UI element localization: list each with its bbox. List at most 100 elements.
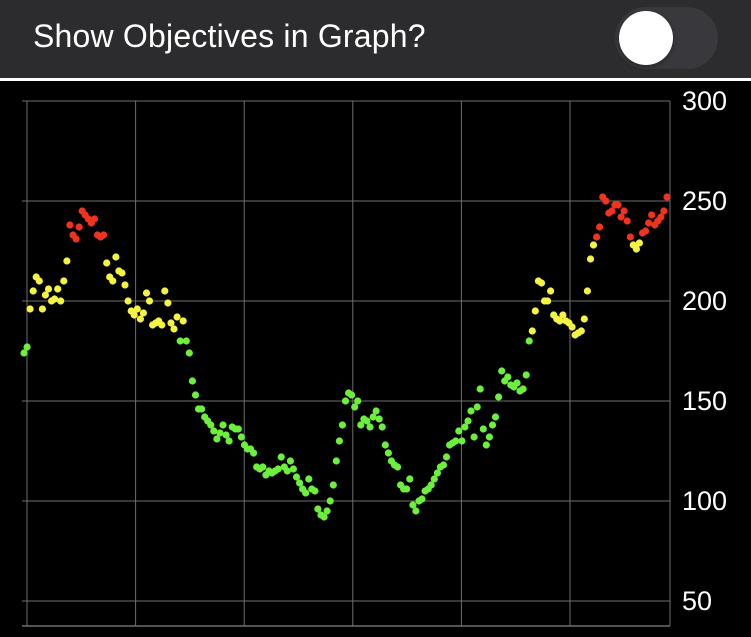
data-point-71 — [237, 433, 245, 441]
data-point-125 — [403, 485, 411, 493]
data-point-18 — [75, 223, 83, 231]
data-point-88 — [289, 465, 297, 473]
data-point-113 — [366, 423, 374, 431]
data-point-14 — [63, 257, 71, 265]
data-point-205 — [648, 211, 656, 219]
data-point-163 — [519, 385, 527, 393]
data-point-50 — [173, 313, 181, 321]
data-point-29 — [109, 277, 117, 285]
data-point-38 — [136, 315, 144, 323]
grid-lines — [22, 100, 671, 627]
data-point-142 — [455, 427, 463, 435]
data-point-194 — [614, 201, 622, 209]
data-point-155 — [495, 393, 503, 401]
data-point-137 — [439, 461, 448, 469]
data-point-153 — [488, 421, 497, 429]
data-point-156 — [498, 367, 506, 375]
data-point-98 — [320, 513, 328, 521]
data-point-62 — [210, 427, 218, 435]
data-point-134 — [430, 475, 438, 483]
data-point-164 — [522, 371, 530, 379]
data-point-12 — [57, 297, 65, 305]
data-point-26 — [100, 231, 108, 239]
scatter-chart: 50 100 150 200 250 300 — [0, 81, 751, 637]
data-point-45 — [158, 321, 166, 329]
data-point-49 — [170, 325, 178, 333]
data-point-135 — [433, 469, 441, 477]
data-point-197 — [623, 217, 631, 225]
data-point-108 — [351, 403, 359, 411]
data-point-204 — [645, 219, 653, 227]
data-point-100 — [326, 497, 334, 505]
data-point-138 — [442, 453, 451, 461]
data-point-23 — [90, 215, 98, 223]
data-point-58 — [198, 405, 206, 413]
data-point-41 — [145, 297, 154, 305]
data-point-102 — [332, 457, 340, 465]
data-point-93 — [305, 475, 313, 483]
data-point-182 — [577, 327, 585, 335]
data-point-122 — [394, 463, 402, 471]
data-point-48 — [167, 319, 175, 327]
data-point-2 — [26, 305, 34, 313]
data-point-127 — [409, 501, 417, 509]
data-point-144 — [461, 423, 469, 431]
data-point-3 — [29, 287, 37, 295]
y-tick-label-100: 100 — [682, 486, 727, 516]
data-point-15 — [66, 221, 74, 229]
data-point-114 — [369, 413, 377, 421]
data-point-185 — [586, 255, 595, 263]
data-point-109 — [354, 397, 362, 405]
plot-background — [0, 81, 751, 637]
data-point-47 — [164, 299, 172, 307]
data-point-115 — [372, 407, 380, 415]
y-tick-label-300: 300 — [682, 86, 727, 116]
y-tick-label-50: 50 — [682, 586, 712, 616]
data-point-84 — [277, 453, 285, 461]
data-point-40 — [142, 289, 151, 297]
data-point-89 — [292, 473, 301, 481]
data-point-8 — [44, 285, 53, 293]
data-point-200 — [632, 245, 641, 253]
data-point-63 — [213, 435, 221, 443]
data-point-33 — [121, 281, 129, 289]
data-point-17 — [72, 235, 80, 243]
data-point-117 — [378, 423, 386, 431]
data-point-145 — [464, 417, 472, 425]
data-point-188 — [596, 223, 604, 231]
data-point-65 — [219, 421, 227, 429]
header-bar: Show Objectives in Graph? — [0, 0, 751, 78]
data-point-166 — [528, 327, 536, 335]
data-point-95 — [311, 487, 319, 495]
data-point-208 — [657, 213, 665, 221]
data-point-150 — [479, 425, 487, 433]
data-point-151 — [482, 441, 490, 449]
data-point-56 — [191, 391, 200, 399]
data-point-27 — [103, 259, 111, 267]
data-point-30 — [112, 253, 120, 261]
toggle-knob[interactable] — [619, 11, 673, 65]
data-point-152 — [485, 433, 493, 441]
data-point-149 — [476, 385, 484, 393]
data-point-176 — [559, 311, 567, 319]
data-point-46 — [161, 287, 169, 295]
y-tick-labels: 50 100 150 200 250 300 — [682, 86, 727, 616]
data-point-101 — [329, 481, 337, 489]
data-point-210 — [663, 193, 671, 201]
data-point-105 — [341, 397, 350, 405]
y-tick-label-250: 250 — [682, 186, 727, 216]
data-point-165 — [525, 337, 533, 345]
data-point-83 — [274, 465, 282, 473]
data-point-36 — [130, 311, 138, 319]
data-point-34 — [124, 297, 132, 305]
data-point-116 — [375, 415, 383, 423]
data-point-53 — [182, 337, 190, 345]
data-point-52 — [179, 317, 187, 325]
data-point-187 — [593, 233, 601, 241]
data-point-161 — [513, 379, 521, 387]
data-point-75 — [250, 449, 258, 457]
data-point-6 — [38, 305, 47, 313]
data-point-87 — [286, 457, 294, 465]
data-point-128 — [412, 507, 420, 515]
objectives-toggle[interactable] — [615, 7, 718, 69]
